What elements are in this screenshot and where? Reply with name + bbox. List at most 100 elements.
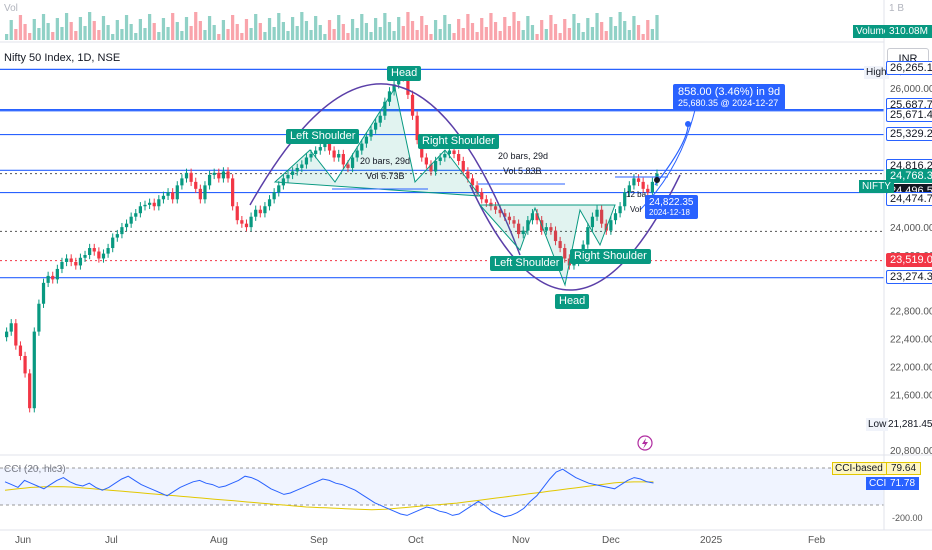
volume-bar-86 (401, 26, 405, 40)
volume-bar-26 (124, 15, 129, 40)
candle-body-81 (378, 115, 382, 123)
volume-bar-96 (447, 24, 452, 40)
volume-bar-10 (51, 32, 55, 40)
candle-body-9 (46, 275, 50, 283)
candle-body-129 (600, 209, 604, 224)
level-tag-5: 24,768.30 (886, 168, 932, 183)
volume-bar-55 (258, 23, 262, 40)
volume-bar-85 (397, 17, 401, 40)
candle-body-2 (14, 323, 18, 346)
candle-body-101 (470, 178, 475, 186)
candle-body-126 (586, 227, 590, 245)
volume-bar-140 (650, 29, 655, 40)
volume-bar-71 (332, 29, 336, 40)
time-tick-5: Nov (512, 535, 530, 546)
volume-bar-124 (576, 23, 581, 40)
cci-label: CCI (866, 477, 890, 490)
volume-bar-100 (466, 14, 470, 40)
volume-bar-9 (46, 23, 50, 40)
head-bottom-label[interactable]: Head (555, 294, 590, 309)
candle-body-4 (23, 355, 27, 374)
volume-badge: Volume (853, 25, 893, 38)
left-shoulder-top-label[interactable]: Left Shoulder (286, 129, 360, 144)
volume-bar-65 (304, 21, 309, 40)
volume-bar-123 (572, 14, 576, 40)
volume-bar-129 (600, 22, 604, 40)
candle-body-63 (295, 167, 299, 172)
volume-bar-48 (226, 29, 230, 40)
volume-bar-128 (595, 13, 599, 40)
candle-body-66 (309, 154, 313, 158)
volume-bar-50 (235, 24, 239, 40)
candle-body-91 (424, 157, 428, 165)
lightning-icon[interactable] (642, 438, 648, 449)
volume-bar-70 (327, 20, 332, 40)
entry-dot[interactable] (654, 177, 660, 183)
volume-bar-79 (369, 32, 373, 40)
candle-body-15 (74, 261, 78, 266)
candle-body-40 (189, 172, 193, 182)
volume-bar-54 (254, 14, 258, 40)
entry-callout[interactable]: 24,822.35 2024-12-18 (645, 195, 698, 219)
cci-title[interactable]: CCI (20, hlc3) (4, 464, 66, 475)
candle-body-42 (198, 188, 202, 200)
target-callout[interactable]: 858.00 (3.46%) in 9d 25,680.35 @ 2024-12… (673, 84, 786, 110)
alert-icon-ring[interactable] (637, 435, 653, 451)
candle-body-29 (138, 206, 142, 214)
volume-bar-114 (530, 25, 535, 40)
target-main: 858.00 (3.46%) in 9d (678, 86, 781, 98)
volume-bar-42 (198, 21, 202, 40)
head-top-label[interactable]: Head (387, 66, 422, 81)
candle-body-45 (212, 172, 216, 175)
volume-bar-25 (120, 29, 124, 40)
volume-bar-28 (134, 33, 138, 40)
volume-bar-122 (567, 28, 571, 40)
candle-body-35 (166, 192, 170, 196)
candle-body-50 (235, 206, 239, 221)
range1-vol: Vol 6.73B (366, 171, 405, 181)
range2-vol: Vol 5.83B (503, 166, 542, 176)
volume-bar-82 (383, 13, 387, 40)
right-shoulder-bottom-label[interactable]: Right Shoulder (570, 249, 651, 264)
cci-ma-label: CCI-based MA (832, 462, 904, 475)
time-tick-0: Jun (15, 535, 31, 546)
volume-bar-11 (55, 18, 59, 40)
candle-body-106 (493, 206, 498, 210)
candle-body-64 (300, 164, 304, 168)
candle-body-65 (304, 157, 309, 165)
volume-bar-78 (364, 23, 369, 40)
price-tick-4: 22,400.00 (890, 335, 932, 346)
volume-bar-13 (64, 13, 69, 40)
symbol-line[interactable]: Nifty 50 Index, 1D, NSE (4, 52, 121, 64)
candle-body-28 (134, 213, 138, 217)
volume-bar-89 (415, 30, 419, 40)
time-tick-2: Aug (210, 535, 228, 546)
candle-body-84 (392, 84, 396, 92)
volume-bar-40 (189, 26, 193, 40)
cci-ma-value: 79.64 (886, 462, 922, 475)
candle-body-55 (258, 209, 262, 214)
volume-bar-53 (249, 28, 253, 40)
low-value: 21,281.45 (888, 419, 932, 430)
candle-body-32 (152, 202, 156, 207)
volume-bar-60 (281, 22, 285, 40)
volume-bar-97 (452, 33, 456, 40)
candle-body-140 (650, 181, 655, 193)
candle-body-74 (346, 164, 350, 168)
volume-bar-14 (69, 22, 73, 40)
volume-bar-103 (480, 18, 484, 40)
nifty-tag: NIFTY (859, 180, 894, 193)
candle-body-113 (526, 220, 530, 231)
candle-body-77 (360, 143, 364, 151)
volume-bar-66 (309, 30, 313, 40)
target-dot[interactable] (685, 121, 691, 127)
left-shoulder-bottom-label[interactable]: Left Shoulder (490, 256, 564, 271)
candle-body-7 (37, 303, 41, 332)
volume-bar-127 (590, 27, 595, 40)
candle-body-53 (249, 216, 253, 228)
candle-body-133 (618, 206, 622, 214)
volume-bar-49 (231, 15, 235, 40)
right-shoulder-top-label[interactable]: Right Shoulder (418, 134, 499, 149)
candle-body-96 (447, 150, 452, 155)
